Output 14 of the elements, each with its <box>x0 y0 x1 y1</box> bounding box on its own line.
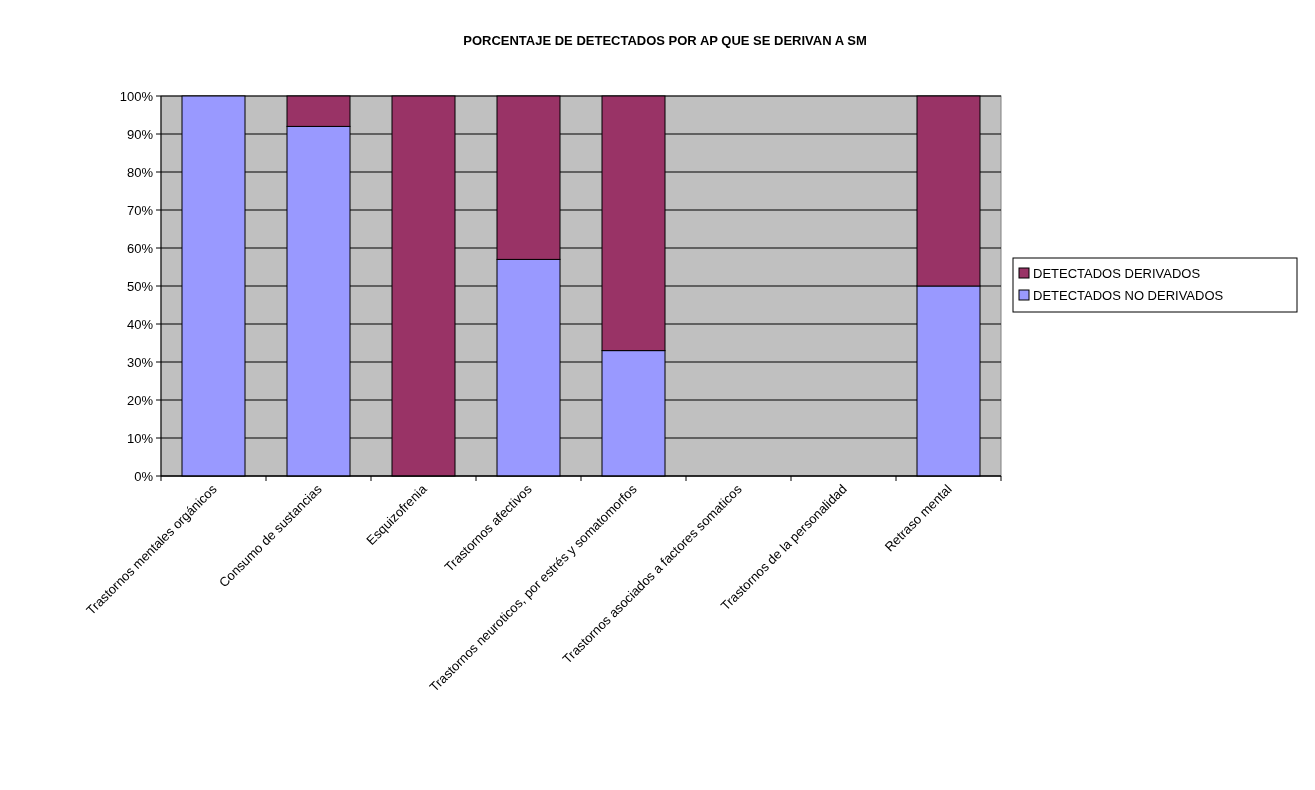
y-tick-label: 30% <box>126 354 154 370</box>
y-tick-label: 70% <box>126 202 154 218</box>
y-tick-label: 40% <box>126 316 154 332</box>
y-tick-label: 10% <box>126 430 154 446</box>
legend-label: DETECTADOS NO DERIVADOS <box>1033 287 1224 303</box>
y-tick-label: 80% <box>126 164 154 180</box>
y-tick-label: 100% <box>119 88 154 104</box>
legend-label: DETECTADOS DERIVADOS <box>1033 265 1201 281</box>
y-tick-label: 60% <box>126 240 154 256</box>
y-tick-label: 20% <box>126 392 154 408</box>
chart-title: PORCENTAJE DE DETECTADOS POR AP QUE SE DERIVAN A SM <box>463 33 867 48</box>
y-tick-label: 0% <box>134 468 154 484</box>
y-tick-label: 90% <box>126 126 154 142</box>
y-tick-label: 50% <box>126 278 154 294</box>
